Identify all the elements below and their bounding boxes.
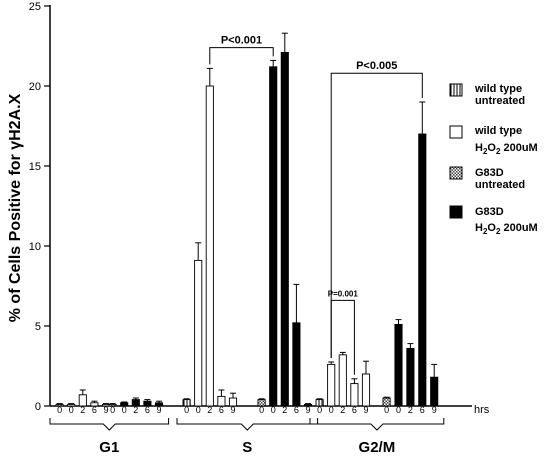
legend-swatch-g83d-untreated bbox=[449, 166, 463, 180]
x-tick-label: 9 bbox=[363, 405, 368, 415]
x-tick-label: 0 bbox=[271, 405, 276, 415]
legend-label-g83d-h2o2-line1: G83D bbox=[475, 206, 504, 218]
y-tick-label: 15 bbox=[29, 161, 41, 173]
bar-s-g83d-h2o2-2h bbox=[280, 51, 289, 407]
x-tick-label: 0 bbox=[196, 405, 201, 415]
significance-p-0-001-bracket bbox=[209, 47, 274, 65]
legend-label-wild-type-h2o2-line2: H2O2 200uM bbox=[475, 142, 538, 156]
legend-item-g83d-h2o2: G83D H2O2 200uM bbox=[449, 205, 538, 236]
x-tick-label: 0 bbox=[259, 405, 264, 415]
legend-swatch-wild-type-untreated bbox=[449, 83, 463, 97]
x-tick-label: 6 bbox=[92, 405, 97, 415]
x-tick-label: 6 bbox=[352, 405, 357, 415]
x-tick-label: 2 bbox=[408, 405, 413, 415]
significance-p-0-001-label: P<0.001 bbox=[221, 35, 262, 47]
phase-label-g1: G1 bbox=[99, 439, 119, 456]
phase-brace-s bbox=[176, 418, 319, 431]
x-tick-label: 9 bbox=[432, 405, 437, 415]
bar-s-wild-type-h2o2-0h bbox=[194, 259, 203, 407]
x-tick-label: 0 bbox=[184, 405, 189, 415]
bar-g2-m-wild-type-h2o2-0h bbox=[327, 363, 336, 407]
x-tick-label: 6 bbox=[145, 405, 150, 415]
y-tick-label: 0 bbox=[35, 401, 41, 413]
legend: wild type untreated wild type H2O2 200uM… bbox=[449, 83, 538, 236]
legend-swatch-g83d-h2o2 bbox=[449, 205, 463, 219]
legend-label-g83d-h2o2-line2: H2O2 200uM bbox=[475, 222, 538, 236]
x-tick-label: 9 bbox=[156, 405, 161, 415]
bar-g2-m-wild-type-h2o2-9h bbox=[361, 373, 371, 407]
legend-label-wild-type-h2o2-line1: wild type bbox=[474, 125, 522, 137]
x-tick-label: 0 bbox=[110, 405, 115, 415]
x-tick-label: 2 bbox=[282, 405, 287, 415]
bar-g2-m-wild-type-h2o2-6h bbox=[350, 383, 359, 407]
x-tick-label: 6 bbox=[420, 405, 425, 415]
bar-s-g83d-h2o2-0h bbox=[269, 66, 278, 407]
legend-swatch-wild-type-h2o2 bbox=[449, 125, 463, 139]
x-tick-label: 2 bbox=[340, 405, 345, 415]
x-tick-label: 9 bbox=[103, 405, 108, 415]
x-tick-label: 0 bbox=[122, 405, 127, 415]
x-tick-label: 2 bbox=[133, 405, 138, 415]
y-axis-label: % of Cells Positive for γH2A.X bbox=[7, 93, 24, 322]
legend-item-g83d-untreated: G83D untreated bbox=[449, 166, 525, 191]
phase-brace-g1 bbox=[49, 418, 170, 431]
bar-g2-m-g83d-h2o2-0h bbox=[394, 323, 403, 407]
x-tick-label: 2 bbox=[207, 405, 212, 415]
annotations-layer: P<0.001 P<0.005 P=0.001 bbox=[209, 35, 423, 375]
bar-g2-m-g83d-h2o2-9h bbox=[430, 376, 439, 407]
x-tick-label: 6 bbox=[294, 405, 299, 415]
bar-s-g83d-h2o2-6h bbox=[292, 322, 301, 407]
legend-label-g83d-untreated-line1: G83D bbox=[475, 167, 504, 179]
x-tick-label: 9 bbox=[305, 405, 310, 415]
significance-p-0-005-label: P<0.005 bbox=[356, 60, 397, 72]
x-tick-label: 6 bbox=[219, 405, 224, 415]
x-unit-label: hrs bbox=[474, 404, 490, 416]
bar-s-wild-type-h2o2-2h bbox=[205, 85, 214, 407]
x-tick-label: 0 bbox=[384, 405, 389, 415]
y-tick-label: 10 bbox=[29, 241, 41, 253]
x-tick-label: 0 bbox=[329, 405, 334, 415]
phase-brace-g2-m bbox=[309, 418, 445, 431]
bar-g2-m-g83d-h2o2-6h bbox=[418, 133, 427, 407]
x-tick-label: 0 bbox=[69, 405, 74, 415]
bar-g2-m-g83d-h2o2-2h bbox=[406, 347, 415, 407]
significance-p-0-001-bracket bbox=[330, 299, 355, 375]
legend-item-wild-type-h2o2: wild type H2O2 200uM bbox=[449, 125, 538, 156]
y-tick-label: 5 bbox=[35, 321, 41, 333]
legend-label-wild-type-untreated-line2: untreated bbox=[475, 95, 525, 107]
y-axis-ticks: 0 5 10 15 20 25 bbox=[29, 1, 50, 413]
phase-label-s: S bbox=[242, 439, 252, 456]
phase-braces: G1 S G2/M bbox=[49, 418, 445, 456]
x-tick-label: 0 bbox=[57, 405, 62, 415]
y-tick-label: 25 bbox=[29, 1, 41, 13]
significance-p-0-005-bracket bbox=[330, 72, 423, 358]
legend-label-g83d-untreated-line2: untreated bbox=[475, 179, 525, 191]
x-tick-label: 0 bbox=[317, 405, 322, 415]
legend-item-wild-type-untreated: wild type untreated bbox=[449, 83, 525, 107]
legend-label-wild-type-untreated-line1: wild type bbox=[474, 83, 522, 95]
bars-layer bbox=[55, 32, 439, 407]
phase-label-g2-m: G2/M bbox=[359, 439, 396, 456]
bar-g2-m-wild-type-h2o2-2h bbox=[338, 354, 347, 407]
y-tick-label: 20 bbox=[29, 81, 41, 93]
x-tick-label: 0 bbox=[396, 405, 401, 415]
significance-p-0-001-label: P=0.001 bbox=[328, 289, 359, 298]
x-tick-label: 2 bbox=[80, 405, 85, 415]
x-tick-label: 9 bbox=[230, 405, 235, 415]
